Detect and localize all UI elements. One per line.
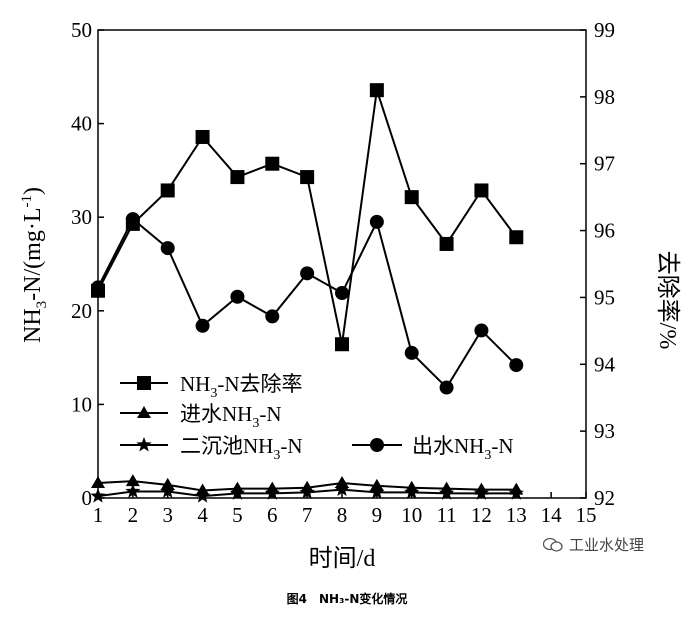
x-tick-label: 5: [232, 503, 243, 527]
left-axis-ticks: 0 10 20 30 40 50: [71, 18, 104, 510]
y-axis-right-title: 去除率/%: [654, 251, 681, 350]
wechat-icon: [542, 537, 563, 552]
right-tick-label: 95: [594, 285, 615, 309]
x-axis-title: 时间/d: [309, 545, 376, 572]
legend-marker-square: [137, 376, 151, 390]
data-point-star: [229, 485, 245, 500]
data-point-triangle: [125, 474, 140, 487]
data-point-triangle: [91, 476, 105, 489]
data-point-star: [195, 488, 211, 503]
data-point-circle: [265, 309, 280, 324]
data-point-circle: [230, 289, 245, 304]
data-point-square: [404, 190, 419, 205]
data-point-circle: [404, 345, 419, 360]
data-point-star: [264, 485, 280, 500]
data-point-square: [160, 183, 175, 198]
legend-marker-star: [136, 437, 152, 452]
left-tick-label: 50: [71, 18, 92, 42]
left-tick-label: 30: [71, 205, 92, 229]
right-axis-ticks: 92 93 94 95 96 97 98 99: [580, 18, 616, 510]
right-tick-label: 92: [594, 486, 615, 510]
right-tick-label: 94: [594, 352, 616, 376]
data-point-circle: [160, 241, 175, 256]
data-point-circle: [300, 266, 315, 281]
left-tick-label: 40: [71, 112, 92, 136]
data-point-star: [473, 485, 489, 500]
x-tick-label: 6: [267, 503, 278, 527]
right-tick-label: 98: [594, 85, 615, 109]
data-point-square: [265, 156, 280, 171]
data-point-star: [439, 485, 455, 500]
data-point-star: [160, 483, 176, 498]
data-point-square: [195, 129, 210, 144]
data-point-circle: [335, 286, 349, 301]
data-point-square: [439, 236, 454, 251]
x-tick-label: 1: [93, 503, 104, 527]
data-point-circle: [474, 323, 489, 338]
legend-label: 出水NH3-N: [412, 434, 514, 463]
data-point-circle: [509, 358, 524, 373]
x-tick-label: 9: [372, 503, 383, 527]
x-tick-label: 7: [302, 503, 313, 527]
data-point-circle: [195, 318, 210, 333]
data-point-star: [334, 481, 350, 496]
x-tick-label: 8: [337, 503, 348, 527]
x-tick-label: 10: [401, 503, 422, 527]
y-axis-left-title: NH3-N/(mg·L-1): [19, 187, 50, 343]
data-point-star: [404, 484, 420, 499]
x-tick-label: 4: [197, 503, 208, 527]
data-point-star: [369, 484, 385, 499]
watermark-text: 工业水处理: [569, 536, 645, 554]
legend-marker-triangle: [137, 406, 151, 418]
right-tick-label: 96: [594, 219, 615, 243]
right-tick-label: 93: [594, 419, 615, 443]
data-point-circle: [369, 214, 384, 229]
data-point-square: [474, 183, 489, 198]
data-point-circle: [91, 280, 105, 295]
data-point-star: [90, 488, 106, 503]
series-layer: [90, 83, 524, 503]
x-axis-ticks: 1 2 3 4 5 6 7 8 9 10 11 12 13 14 15: [93, 492, 597, 527]
data-point-circle: [125, 212, 140, 227]
legend-marker-circle: [370, 438, 384, 452]
left-tick-label: 20: [71, 299, 92, 323]
data-point-star: [299, 484, 315, 499]
right-tick-label: 97: [594, 152, 615, 176]
x-tick-label: 2: [128, 503, 139, 527]
left-tick-label: 10: [71, 392, 92, 416]
data-point-square: [369, 83, 384, 98]
series-line-square: [97, 89, 518, 345]
legend-label: NH3-N去除率: [180, 372, 303, 401]
plot-frame: [97, 29, 587, 499]
data-point-star: [508, 485, 524, 500]
x-tick-label: 12: [471, 503, 492, 527]
legend-label: 进水NH3-N: [180, 402, 282, 431]
data-point-square: [230, 170, 245, 185]
data-point-square: [335, 337, 349, 352]
data-point-square: [300, 170, 315, 185]
x-tick-label: 13: [506, 503, 527, 527]
left-tick-label: 0: [82, 486, 93, 510]
right-tick-label: 99: [594, 18, 615, 42]
legend-label: 二沉池NH3-N: [180, 434, 303, 463]
x-tick-label: 11: [436, 503, 456, 527]
data-point-circle: [439, 380, 454, 395]
watermark: 工业水处理: [542, 534, 645, 555]
x-tick-label: 3: [162, 503, 173, 527]
x-tick-label: 15: [576, 503, 597, 527]
data-point-star: [125, 483, 141, 498]
data-point-square: [509, 230, 524, 245]
x-tick-label: 14: [541, 503, 563, 527]
figure-caption: 图4 NH₃-N变化情况: [286, 592, 408, 606]
